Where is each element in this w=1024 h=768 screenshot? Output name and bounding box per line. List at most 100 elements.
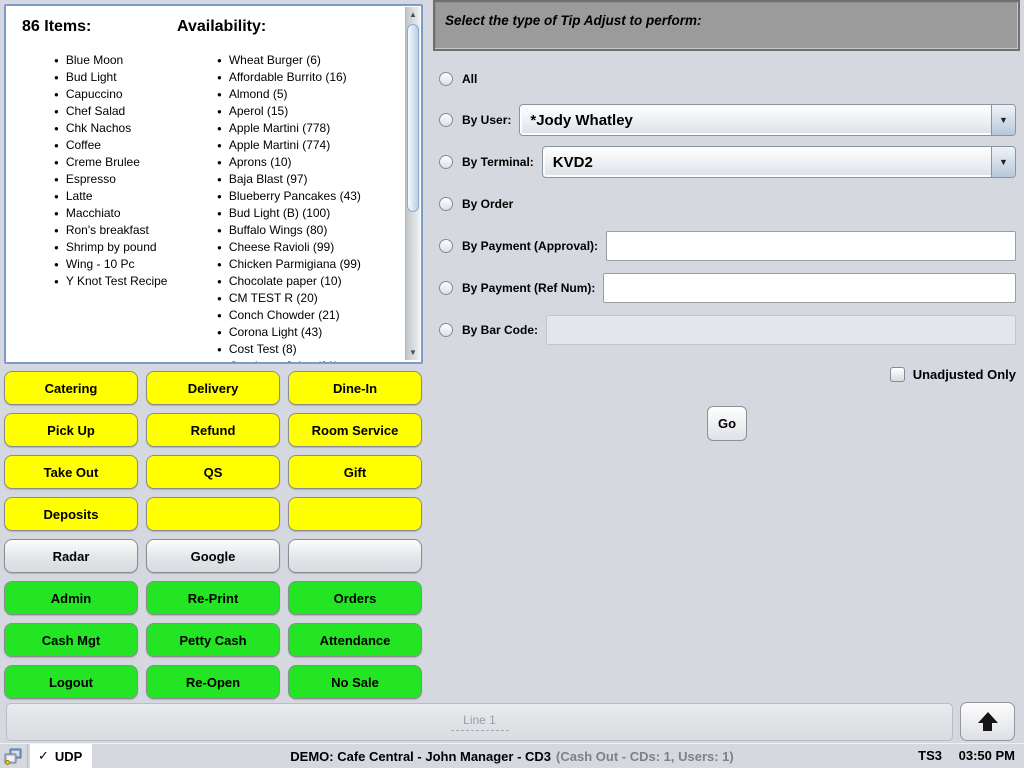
network-icon: [0, 744, 28, 768]
terminal-dropdown[interactable]: KVD2 ▼: [541, 146, 1016, 178]
radio-all-label: All: [462, 72, 478, 86]
chevron-down-icon[interactable]: ▼: [991, 147, 1015, 177]
list-item: Chk Nachos: [54, 120, 167, 137]
radio-by-payment-refnum[interactable]: [439, 281, 453, 295]
button-no-sale[interactable]: No Sale: [288, 665, 422, 699]
button-google[interactable]: Google: [146, 539, 280, 573]
button-gift[interactable]: Gift: [288, 455, 422, 489]
button-blank-2[interactable]: [288, 497, 422, 531]
availability-item: Blueberry Pancakes (43): [217, 188, 361, 205]
by-payment-approval-label: By Payment (Approval):: [462, 239, 599, 253]
radio-by-user[interactable]: [439, 113, 453, 127]
status-bar: ✓ UDP DEMO: Cafe Central - John Manager …: [0, 743, 1024, 768]
button-take-out[interactable]: Take Out: [4, 455, 138, 489]
list-item: Espresso: [54, 171, 167, 188]
unadjusted-only-label: Unadjusted Only: [912, 366, 1016, 382]
availability-list: Wheat Burger (6) Affordable Burrito (16)…: [217, 52, 361, 362]
user-dropdown-value: *Jody Whatley: [530, 111, 633, 129]
button-re-open[interactable]: Re-Open: [146, 665, 280, 699]
availability-item: Chocolate paper (10): [217, 273, 361, 290]
availability-item: Aprons (10): [217, 154, 361, 171]
item-availability-panel: 86 Items: Availability: Blue Moon Bud Li…: [4, 4, 423, 364]
button-delivery[interactable]: Delivery: [146, 371, 280, 405]
radio-by-payment-approval[interactable]: [439, 239, 453, 253]
session-suffix-text: (Cash Out - CDs: 1, Users: 1): [556, 748, 734, 764]
availability-item: Chicken Parmigiana (99): [217, 256, 361, 273]
bar-code-input: [546, 315, 1016, 345]
terminal-id: TS3: [918, 748, 942, 763]
go-button[interactable]: Go: [707, 406, 747, 441]
availability-item: Almond (5): [217, 86, 361, 103]
availability-item: Bud Light (B) (100): [217, 205, 361, 222]
availability-item: Affordable Burrito (16): [217, 69, 361, 86]
availability-item: Buffalo Wings (80): [217, 222, 361, 239]
button-blank-1[interactable]: [146, 497, 280, 531]
button-blank-3[interactable]: [288, 539, 422, 573]
radio-by-terminal[interactable]: [439, 155, 453, 169]
line-tab-underline: [450, 730, 509, 731]
scroll-up-icon[interactable]: ▲: [409, 10, 417, 19]
clock: 03:50 PM: [958, 748, 1015, 763]
button-attendance[interactable]: Attendance: [288, 623, 422, 657]
store-text: DEMO: Cafe Central - John Manager - CD3: [290, 748, 552, 764]
availability-item: Cheese Ravioli (99): [217, 239, 361, 256]
button-dine-in[interactable]: Dine-In: [288, 371, 422, 405]
availability-item: CM TEST R (20): [217, 290, 361, 307]
button-deposits[interactable]: Deposits: [4, 497, 138, 531]
tip-adjust-panel: Select the type of Tip Adjust to perform…: [430, 0, 1024, 703]
collapse-panel-button[interactable]: [960, 702, 1015, 741]
user-dropdown[interactable]: *Jody Whatley ▼: [519, 104, 1016, 136]
line-tab-label: Line 1: [463, 713, 496, 727]
store-session-text: DEMO: Cafe Central - John Manager - CD3 …: [0, 744, 1024, 768]
items-list: Blue Moon Bud Light Capuccino Chef Salad…: [54, 52, 168, 290]
button-qs[interactable]: QS: [146, 455, 280, 489]
scrollbar-thumb[interactable]: [407, 24, 419, 212]
availability-item: Apple Martini (778): [217, 120, 361, 137]
by-user-label: By User:: [462, 113, 512, 127]
radio-by-bar-code[interactable]: [439, 323, 453, 337]
button-orders[interactable]: Orders: [288, 581, 422, 615]
by-payment-refnum-label: By Payment (Ref Num):: [462, 281, 596, 295]
availability-item: Conch Chowder (21): [217, 307, 361, 324]
availability-item: Corona Light (43): [217, 324, 361, 341]
list-item: Coffee: [54, 137, 167, 154]
unadjusted-only-checkbox[interactable]: [889, 366, 905, 382]
button-admin[interactable]: Admin: [4, 581, 138, 615]
button-cash-mgt[interactable]: Cash Mgt: [4, 623, 138, 657]
chevron-down-icon[interactable]: ▼: [991, 105, 1015, 135]
up-arrow-icon: [977, 712, 998, 723]
function-button-grid: Catering Delivery Dine-In Pick Up Refund…: [4, 371, 422, 699]
list-item: Blue Moon: [54, 52, 167, 69]
tab-line-1[interactable]: Line 1: [6, 703, 953, 741]
udp-status: ✓ UDP: [30, 744, 93, 768]
button-catering[interactable]: Catering: [4, 371, 138, 405]
button-logout[interactable]: Logout: [4, 665, 138, 699]
by-order-label: By Order: [462, 197, 514, 211]
list-item: Ron's breakfast: [54, 222, 167, 239]
button-petty-cash[interactable]: Petty Cash: [146, 623, 280, 657]
list-scrollbar[interactable]: ▲ ▼: [405, 7, 420, 360]
list-item: Latte: [54, 188, 167, 205]
availability-item: Cost Test (8): [217, 341, 361, 358]
button-room-service[interactable]: Room Service: [288, 413, 422, 447]
button-re-print[interactable]: Re-Print: [146, 581, 280, 615]
list-item: Wing - 10 Pc: [54, 256, 167, 273]
radio-by-order[interactable]: [439, 197, 453, 211]
availability-title: Availability:: [177, 18, 267, 35]
checkmark-icon: ✓: [38, 748, 49, 763]
list-item: Macchiato: [54, 205, 167, 222]
list-item: Capuccino: [54, 86, 167, 103]
udp-label: UDP: [54, 748, 83, 764]
button-refund[interactable]: Refund: [146, 413, 280, 447]
list-item: Y Knot Test Recipe: [54, 273, 168, 290]
scroll-down-icon[interactable]: ▼: [409, 348, 417, 357]
items-count-title: 86 Items:: [22, 18, 92, 35]
payment-refnum-input[interactable]: [603, 273, 1016, 303]
by-bar-code-label: By Bar Code:: [462, 323, 539, 337]
button-pick-up[interactable]: Pick Up: [4, 413, 138, 447]
list-item: Chef Salad: [54, 103, 167, 120]
button-radar[interactable]: Radar: [4, 539, 138, 573]
radio-all[interactable]: [439, 72, 453, 86]
payment-approval-input[interactable]: [606, 231, 1016, 261]
availability-item: Apple Martini (774): [217, 137, 361, 154]
